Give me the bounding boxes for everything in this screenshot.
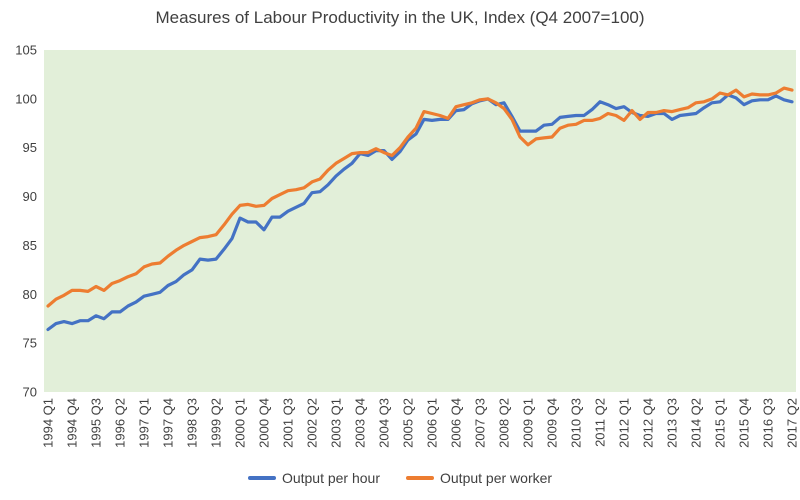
y-tick-label: 80 (23, 287, 37, 302)
x-tick-label: 1995 Q3 (89, 398, 104, 448)
x-tick-label: 1994 Q4 (65, 398, 80, 448)
y-tick-label: 105 (15, 43, 37, 58)
series-line-output-per-worker (46, 86, 794, 308)
legend-swatch-output-per-worker (406, 476, 434, 480)
x-tick-label: 2016 Q3 (761, 398, 776, 448)
x-tick-label: 1999 Q2 (209, 398, 224, 448)
x-tick-label: 2017 Q2 (785, 398, 800, 448)
x-tick-label: 2006 Q4 (449, 398, 464, 448)
x-tick-label: 2012 Q1 (617, 398, 632, 448)
x-tick-label: 1998 Q3 (185, 398, 200, 448)
y-tick-label: 85 (23, 238, 37, 253)
x-tick-label: 2015 Q4 (737, 398, 752, 448)
x-tick-label: 2009 Q4 (545, 398, 560, 448)
y-axis: 70 75 80 85 90 95 100 105 (15, 43, 37, 400)
x-tick-label: 2011 Q2 (593, 398, 608, 447)
x-tick-label: 2004 Q3 (377, 398, 392, 448)
x-tick-label: 2003 Q4 (353, 398, 368, 448)
x-tick-label: 2002 Q2 (305, 398, 320, 448)
legend: Output per hour Output per worker (0, 470, 800, 486)
x-tick-label: 1994 Q1 (41, 398, 56, 448)
y-tick-label: 100 (15, 91, 37, 106)
x-tick-label: 2003 Q1 (329, 398, 344, 448)
legend-swatch-output-per-hour (247, 476, 276, 480)
y-tick-label: 95 (23, 140, 37, 155)
x-tick-label: 2005 Q2 (401, 398, 416, 448)
x-tick-label: 2008 Q2 (497, 398, 512, 448)
x-tick-label: 2001 Q3 (281, 398, 296, 448)
x-tick-label: 2007 Q3 (473, 398, 488, 448)
plot-area (44, 50, 796, 392)
x-axis: 1994 Q1 1994 Q4 1995 Q3 1996 Q2 1997 Q1 1997 … (41, 398, 800, 448)
x-tick-label: 2000 Q4 (257, 398, 272, 448)
x-tick-label: 2015 Q1 (713, 398, 728, 448)
x-tick-label: 1997 Q1 (137, 398, 152, 448)
x-tick-label: 2000 Q1 (233, 398, 248, 448)
x-tick-label: 2013 Q3 (665, 398, 680, 448)
series-lines (46, 86, 794, 332)
x-tick-label: 1996 Q2 (113, 398, 128, 448)
legend-item-output-per-worker: Output per worker (406, 470, 552, 486)
x-tick-label: 2010 Q3 (569, 398, 584, 448)
y-tick-label: 90 (23, 189, 37, 204)
y-tick-label: 75 (23, 336, 37, 351)
x-tick-label: 1997 Q4 (161, 398, 176, 448)
x-tick-label: 2009 Q1 (521, 398, 536, 448)
x-tick-label: 2006 Q1 (425, 398, 440, 448)
legend-label-output-per-worker: Output per worker (440, 470, 553, 486)
x-tick-label: 2014 Q2 (689, 398, 704, 448)
y-tick-label: 70 (23, 385, 37, 400)
chart-title: Measures of Labour Productivity in the U… (155, 8, 645, 27)
x-tick-label: 2012 Q4 (641, 398, 656, 448)
series-line-output-per-hour (46, 93, 794, 332)
legend-item-output-per-hour: Output per hour (247, 470, 380, 486)
legend-label-output-per-hour: Output per hour (281, 470, 380, 486)
